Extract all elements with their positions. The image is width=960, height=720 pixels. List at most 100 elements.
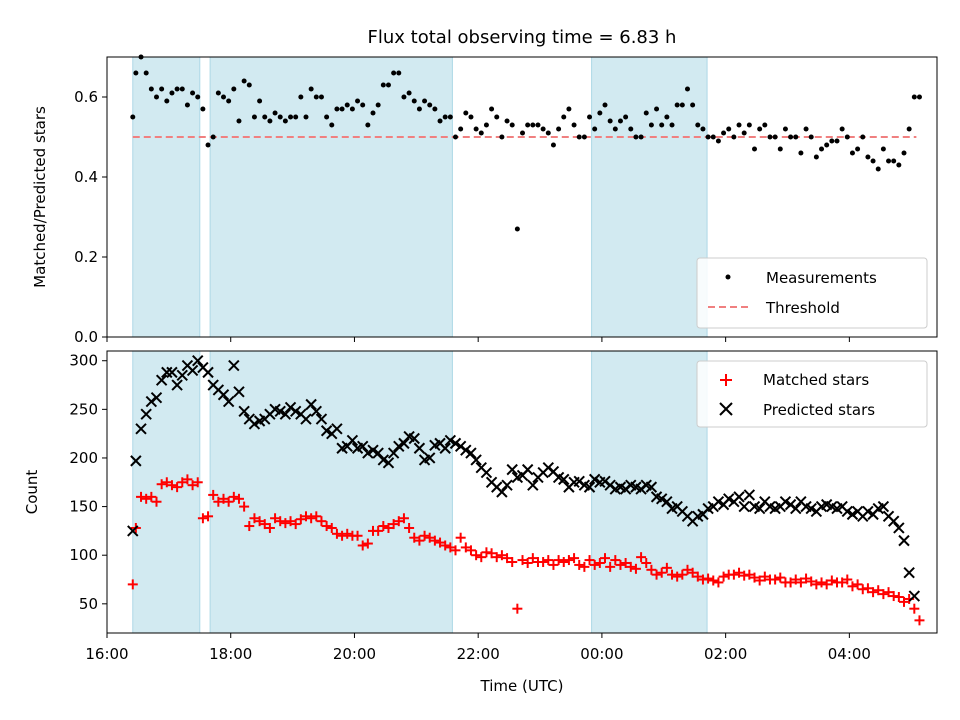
matched-stars-point xyxy=(280,518,291,529)
matched-stars-point xyxy=(357,540,368,551)
matched-stars-point xyxy=(775,572,786,583)
measurement-point xyxy=(241,78,247,84)
matched-stars-point xyxy=(677,569,688,580)
measurement-point xyxy=(324,114,330,120)
measurement-point xyxy=(205,142,211,148)
matched-stars-point xyxy=(270,513,281,524)
measurement-point xyxy=(731,134,737,140)
matched-stars-point xyxy=(440,540,451,551)
measurement-point xyxy=(669,122,675,128)
measurement-point xyxy=(664,114,670,120)
measurement-point xyxy=(432,106,438,112)
matched-stars-point xyxy=(491,552,502,563)
matched-stars-point xyxy=(543,555,554,566)
matched-stars-point xyxy=(249,513,260,524)
matched-stars-point xyxy=(295,514,306,525)
ratio-axes-frame xyxy=(106,56,938,338)
x-tick-label: 16:00 xyxy=(85,645,128,663)
measurement-point xyxy=(221,94,227,100)
predicted-stars-point xyxy=(408,432,420,445)
matched-stars-point xyxy=(538,557,549,568)
matched-stars-point xyxy=(151,496,162,507)
measurement-point xyxy=(148,86,154,92)
matched-stars-point xyxy=(213,496,224,507)
measurement-point xyxy=(715,138,721,144)
matched-stars-point xyxy=(682,564,693,575)
measurement-point xyxy=(839,126,845,132)
x-tick-label: 02:00 xyxy=(704,645,747,663)
measurement-point xyxy=(849,150,855,156)
measurement-point xyxy=(504,118,510,124)
matched-stars-point xyxy=(672,571,683,582)
matched-stars-point xyxy=(316,516,327,527)
matched-stars-point xyxy=(620,557,631,568)
measurement-point xyxy=(452,134,458,140)
matched-stars-point xyxy=(233,493,244,504)
measurement-point xyxy=(489,106,495,112)
matched-stars-point xyxy=(429,535,440,546)
measurement-point xyxy=(906,126,912,132)
matched-stars-point xyxy=(795,577,806,588)
matched-stars-point xyxy=(862,583,873,594)
measurement-point xyxy=(226,98,232,104)
matched-stars-point xyxy=(244,521,255,532)
measurement-point xyxy=(782,126,788,132)
predicted-stars-point xyxy=(130,455,142,467)
ratio-x-ticks xyxy=(106,337,850,342)
predicted-stars-point xyxy=(233,386,245,398)
measurement-point xyxy=(262,114,268,120)
matched-stars-point xyxy=(692,571,703,582)
measurement-point xyxy=(494,114,500,120)
measurement-point xyxy=(375,102,381,108)
matched-stars-point xyxy=(218,493,229,504)
predicted-stars-point xyxy=(465,447,477,459)
matched-stars-point xyxy=(883,587,894,598)
matched-stars-point xyxy=(594,557,605,568)
legend-threshold-label: Threshold xyxy=(765,299,840,317)
matched-stars-point xyxy=(734,567,745,578)
matched-stars-point xyxy=(182,474,193,485)
measurement-point xyxy=(442,114,448,120)
matched-stars-point xyxy=(445,542,456,553)
y-tick-label: 200 xyxy=(69,449,98,467)
measurement-point xyxy=(349,106,355,112)
measurement-point xyxy=(401,94,407,100)
measurement-point xyxy=(365,122,371,128)
measurement-point xyxy=(576,134,582,140)
measurement-point xyxy=(427,102,433,108)
measurement-point xyxy=(169,90,175,96)
matched-stars-point xyxy=(290,519,301,530)
matched-stars-point xyxy=(527,553,538,564)
measurement-point xyxy=(556,126,562,132)
observing-interval xyxy=(209,350,453,634)
predicted-stars-point xyxy=(192,355,204,367)
matched-stars-point xyxy=(306,513,317,524)
predicted-stars-point xyxy=(186,364,199,377)
matched-stars-point xyxy=(146,491,157,502)
predicted-stars-point xyxy=(480,466,493,479)
matched-stars-point xyxy=(507,557,518,568)
predicted-stars-point xyxy=(733,491,745,503)
measurement-point xyxy=(396,70,402,76)
count-legend: Matched stars Predicted stars xyxy=(696,360,928,428)
predicted-stars-point xyxy=(331,423,343,435)
matched-stars-point xyxy=(873,585,884,596)
measurement-point xyxy=(566,106,572,112)
y-tick-label: 0.2 xyxy=(74,248,98,266)
legend-measurements-marker xyxy=(725,274,731,280)
x-tick-label: 22:00 xyxy=(457,645,500,663)
y-tick-label: 0.0 xyxy=(74,328,98,346)
measurement-point xyxy=(834,138,840,144)
measurement-point xyxy=(463,110,469,116)
matched-stars-point xyxy=(414,535,425,546)
measurement-point xyxy=(231,86,237,92)
observing-interval xyxy=(132,350,201,634)
measurement-point xyxy=(329,122,335,128)
y-tick-label: 100 xyxy=(69,546,98,564)
measurement-point xyxy=(654,106,660,112)
matched-stars-point xyxy=(378,521,389,532)
measurement-point xyxy=(288,114,294,120)
measurement-point xyxy=(130,114,136,120)
measurement-point xyxy=(411,98,417,104)
matched-stars-point xyxy=(852,579,863,590)
